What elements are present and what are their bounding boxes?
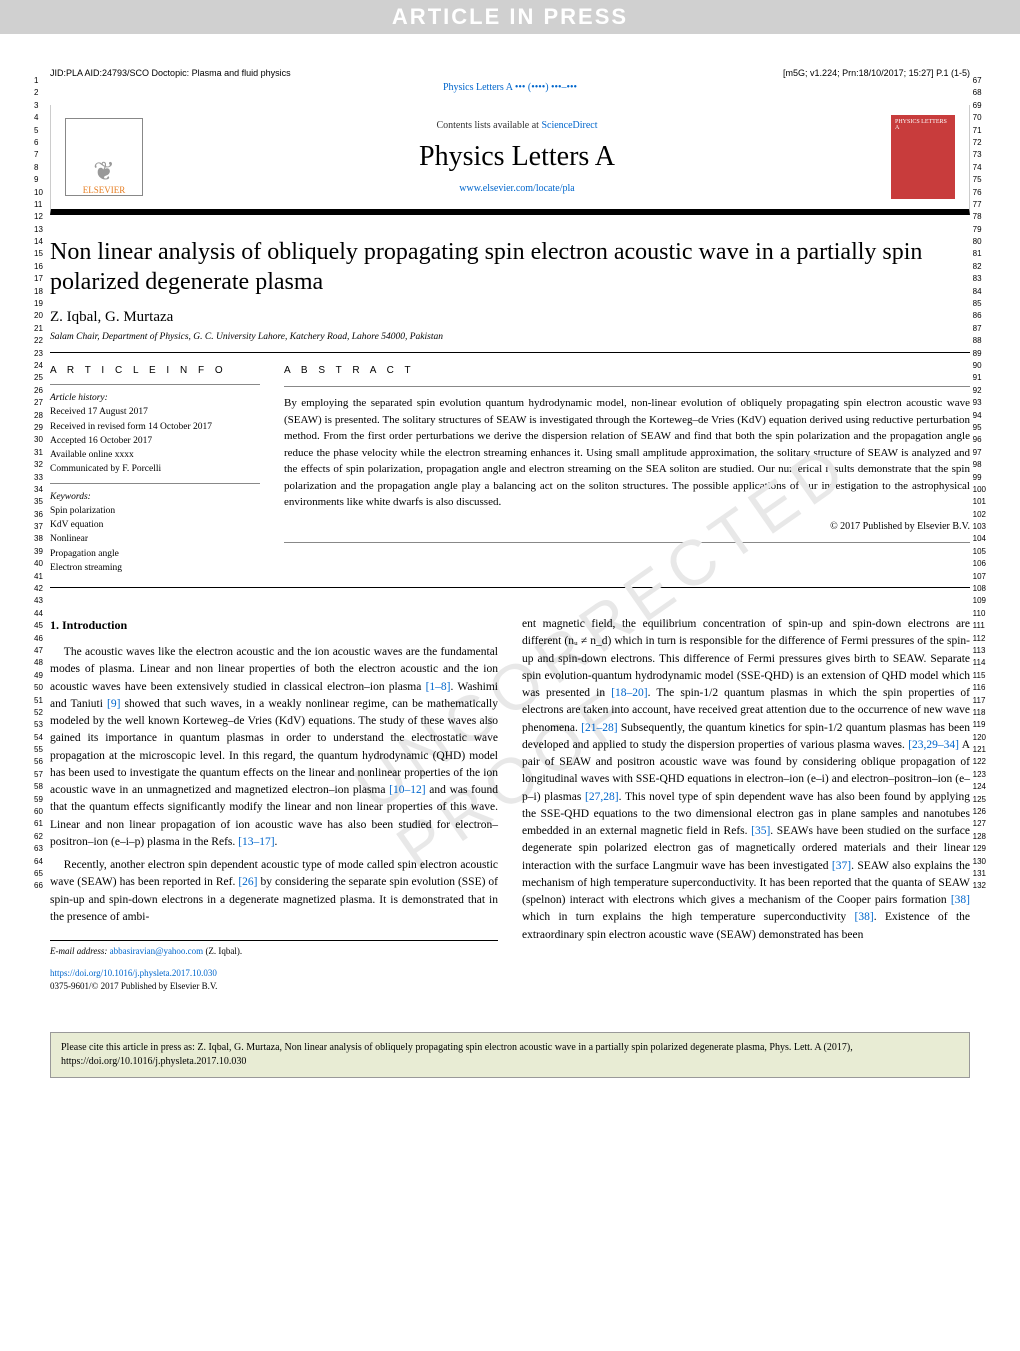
elsevier-logo[interactable]: ❦ ELSEVIER — [65, 118, 143, 196]
keyword: Spin polarization — [50, 504, 260, 518]
accepted-date: Accepted 16 October 2017 — [50, 434, 260, 448]
info-abstract-row: A R T I C L E I N F O Article history: R… — [50, 363, 970, 575]
keyword: Propagation angle — [50, 547, 260, 561]
abstract-copyright: © 2017 Published by Elsevier B.V. — [284, 519, 970, 534]
authors: Z. Iqbal, G. Murtaza — [50, 309, 970, 326]
column-right: ent magnetic field, the equilibrium conc… — [522, 616, 970, 994]
cover-text: PHYSICS LETTERS A — [895, 119, 947, 131]
abstract-heading: A B S T R A C T — [284, 363, 970, 378]
contents-available-line: Contents lists available at ScienceDirec… — [143, 120, 891, 131]
issn-copyright: 0375-9601/© 2017 Published by Elsevier B… — [50, 980, 498, 994]
body-columns: 1. Introduction The acoustic waves like … — [50, 616, 970, 994]
print-meta: [m5G; v1.224; Prn:18/10/2017; 15:27] P.1… — [783, 68, 970, 78]
journal-cover-thumbnail[interactable]: PHYSICS LETTERS A — [891, 115, 955, 199]
keywords-label: Keywords: — [50, 490, 260, 504]
keyword: KdV equation — [50, 518, 260, 532]
doi-link[interactable]: https://doi.org/10.1016/j.physleta.2017.… — [50, 968, 217, 978]
paragraph: The acoustic waves like the electron aco… — [50, 644, 498, 851]
journal-title: Physics Letters A — [143, 141, 891, 173]
abstract-panel: A B S T R A C T By employing the separat… — [284, 363, 970, 575]
masthead-center: Contents lists available at ScienceDirec… — [143, 120, 891, 194]
email-link[interactable]: abbasiravian@yahoo.com — [110, 946, 204, 956]
cite-this-article-box: Please cite this article in press as: Z.… — [50, 1032, 970, 1078]
article-info-panel: A R T I C L E I N F O Article history: R… — [50, 363, 260, 575]
email-author: (Z. Iqbal). — [205, 946, 242, 956]
journal-homepage-link[interactable]: www.elsevier.com/locate/pla — [459, 183, 574, 194]
keyword: Electron streaming — [50, 561, 260, 575]
email-label: E-mail address: — [50, 946, 107, 956]
line-numbers-right: 6768697071727374757677787980818283848586… — [973, 75, 986, 893]
divider — [284, 542, 970, 543]
article-info-heading: A R T I C L E I N F O — [50, 363, 260, 378]
divider — [284, 386, 970, 387]
abstract-text: By employing the separated spin evolutio… — [284, 395, 970, 511]
keyword: Nonlinear — [50, 532, 260, 546]
communicated-by: Communicated by F. Porcelli — [50, 462, 260, 476]
online-date: Available online xxxx — [50, 448, 260, 462]
paragraph: Recently, another electron spin dependen… — [50, 857, 498, 926]
article-in-press-banner: ARTICLE IN PRESS — [0, 0, 1020, 34]
masthead: ❦ ELSEVIER Contents lists available at S… — [50, 105, 970, 215]
contents-prefix: Contents lists available at — [436, 120, 541, 131]
article-title: Non linear analysis of obliquely propaga… — [50, 237, 970, 297]
divider — [50, 352, 970, 353]
affiliation: Salam Chair, Department of Physics, G. C… — [50, 332, 970, 342]
section-heading: 1. Introduction — [50, 616, 498, 634]
journal-citation-line: Physics Letters A ••• (••••) •••–••• — [50, 82, 970, 93]
journal-citation-link[interactable]: Physics Letters A ••• (••••) •••–••• — [443, 82, 577, 93]
top-meta-row: JID:PLA AID:24793/SCO Doctopic: Plasma a… — [50, 68, 970, 78]
sciencedirect-link[interactable]: ScienceDirect — [541, 120, 597, 131]
elsevier-text: ELSEVIER — [83, 185, 126, 195]
divider — [50, 587, 970, 588]
footnotes: E-mail address: abbasiravian@yahoo.com (… — [50, 940, 498, 994]
line-numbers-left: 1234567891011121314151617181920212223242… — [34, 75, 43, 893]
received-date: Received 17 August 2017 — [50, 405, 260, 419]
divider — [50, 483, 260, 484]
elsevier-tree-icon: ❦ — [93, 159, 115, 185]
jid-meta: JID:PLA AID:24793/SCO Doctopic: Plasma a… — [50, 68, 291, 78]
paragraph: ent magnetic field, the equilibrium conc… — [522, 616, 970, 944]
divider — [50, 384, 260, 385]
column-left: 1. Introduction The acoustic waves like … — [50, 616, 498, 994]
page: ARTICLE IN PRESS UNCORRECTED PROOF 12345… — [0, 0, 1020, 1014]
revised-date: Received in revised form 14 October 2017 — [50, 420, 260, 434]
history-label: Article history: — [50, 391, 260, 405]
corresponding-email: E-mail address: abbasiravian@yahoo.com (… — [50, 945, 498, 959]
